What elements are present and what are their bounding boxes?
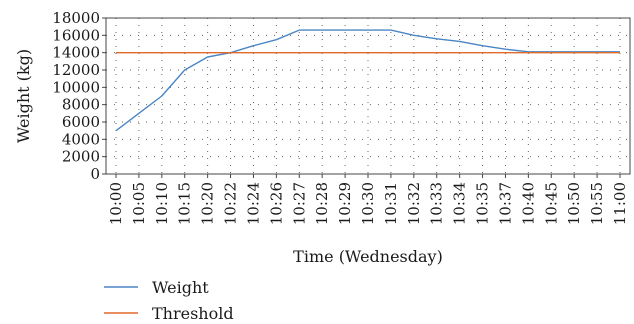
y-tick-label: 10000 <box>52 78 100 96</box>
legend-label-threshold: Threshold <box>152 304 234 323</box>
y-axis-title: Weight (kg) <box>14 49 33 143</box>
x-tick-label: 10:27 <box>290 182 308 225</box>
x-tick-label: 10:10 <box>153 182 171 225</box>
x-tick-label: 10:45 <box>542 182 560 225</box>
x-tick-label: 10:22 <box>222 182 240 225</box>
y-tick-label: 8000 <box>62 96 100 114</box>
legend-label-weight: Weight <box>152 278 209 297</box>
x-tick-label: 10:33 <box>428 182 446 225</box>
y-tick-label: 4000 <box>62 130 100 148</box>
x-tick-label: 10:26 <box>267 182 285 225</box>
y-tick-label: 2000 <box>62 148 100 166</box>
x-tick-label: 10:50 <box>565 182 583 225</box>
legend: Weight Threshold <box>104 278 234 323</box>
x-tick-label: 10:24 <box>244 182 262 225</box>
x-tick-label: 10:37 <box>496 182 514 225</box>
x-tick-label: 10:28 <box>313 182 331 225</box>
grid <box>106 18 630 174</box>
x-tick-label: 10:15 <box>176 182 194 225</box>
x-tick-label: 10:34 <box>451 182 469 225</box>
x-tick-label: 10:55 <box>588 182 606 225</box>
x-tick-label: 10:05 <box>130 182 148 225</box>
y-tick-label: 16000 <box>52 26 100 44</box>
x-tick-label: 10:31 <box>382 182 400 225</box>
x-tick-label: 11:00 <box>611 182 629 225</box>
x-tick-label: 10:30 <box>359 182 377 225</box>
y-tick-label: 12000 <box>52 61 100 79</box>
x-axis-title: Time (Wednesday) <box>293 247 443 266</box>
x-tick-label: 10:00 <box>107 182 125 225</box>
y-tick-label: 18000 <box>52 9 100 27</box>
series-lines <box>115 29 620 132</box>
y-tick-label: 6000 <box>62 113 100 131</box>
x-axis-ticks: 10:00 10:05 10:10 10:15 10:20 10:22 10:24 10:26… <box>107 174 629 225</box>
x-tick-label: 10:35 <box>474 182 492 225</box>
y-tick-label: 0 <box>90 165 100 183</box>
series-line-weight <box>115 29 620 132</box>
y-tick-label: 14000 <box>52 44 100 62</box>
x-tick-label: 10:32 <box>405 182 423 225</box>
y-axis-ticks: 0200040006000800010000120001400016000180… <box>52 9 106 183</box>
x-tick-label: 10:40 <box>519 182 537 225</box>
x-tick-label: 10:20 <box>199 182 217 225</box>
x-tick-label: 10:29 <box>336 182 354 225</box>
